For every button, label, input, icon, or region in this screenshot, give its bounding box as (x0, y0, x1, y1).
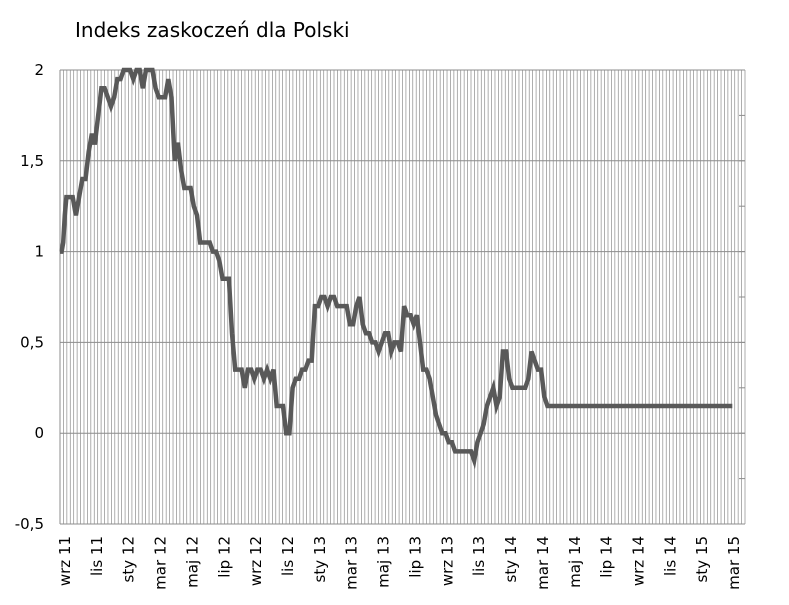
x-tick-label: wrz 11 (56, 536, 74, 586)
x-tick-label: mar 12 (152, 536, 170, 590)
x-tick-label: sty 15 (693, 536, 711, 582)
x-tick-label: maj 14 (566, 536, 584, 588)
x-tick-label: wrz 14 (629, 536, 647, 586)
vertical-gridlines (59, 70, 746, 524)
y-tick-label: 0,5 (20, 333, 44, 351)
chart-title: Indeks zaskoczeń dla Polski (75, 18, 350, 42)
x-tick-label: lis 13 (470, 536, 488, 576)
x-tick-label: sty 13 (311, 536, 329, 582)
y-tick-label: 0 (34, 424, 44, 442)
y-tick-labels: 2 1,5 1 0,5 0 -0,5 (15, 61, 44, 533)
x-tick-label: lip 14 (598, 536, 616, 578)
x-tick-label: sty 12 (120, 536, 138, 582)
x-tick-label: wrz 12 (247, 536, 265, 586)
x-tick-label: lis 12 (279, 536, 297, 576)
y-tick-label: 2 (34, 61, 44, 79)
x-tick-label: lis 11 (88, 536, 106, 576)
series-line (59, 67, 733, 470)
series-group (59, 67, 733, 470)
x-tick-label: sty 14 (502, 536, 520, 582)
y-tick-label: -0,5 (15, 515, 44, 533)
y-tick-label: 1 (34, 243, 44, 261)
x-tick-label: maj 13 (375, 536, 393, 588)
x-tick-label: lip 12 (215, 536, 233, 578)
x-tick-label: wrz 13 (438, 536, 456, 586)
x-tick-label: lip 13 (406, 536, 424, 578)
x-tick-label: maj 12 (183, 536, 201, 588)
x-tick-label: mar 14 (534, 536, 552, 590)
x-tick-label: mar 15 (725, 536, 743, 590)
x-tick-label: lis 14 (661, 536, 679, 576)
x-tick-label: mar 13 (343, 536, 361, 590)
x-tick-labels: wrz 11 lis 11 sty 12 mar 12 maj 12 lip 12 wrz … (56, 536, 743, 590)
axes (59, 70, 745, 525)
y-tick-label: 1,5 (20, 152, 44, 170)
